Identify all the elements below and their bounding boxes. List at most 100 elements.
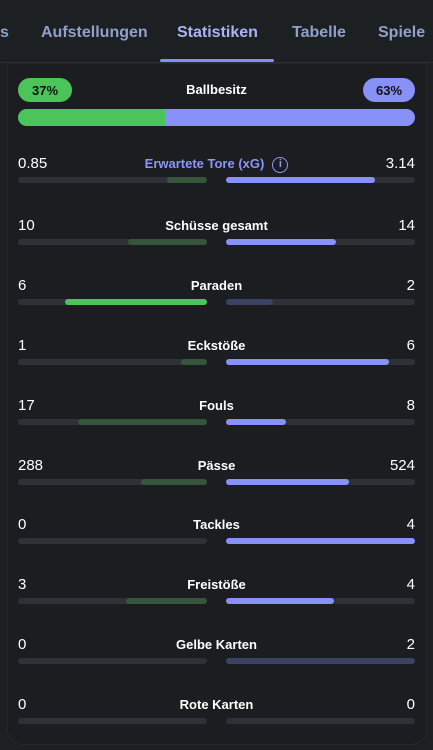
stat-label: Paraden [0, 278, 433, 293]
stat-label-text: Pässe [197, 458, 236, 473]
stat-label[interactable]: Erwartete Tore (xG) i [0, 156, 433, 173]
stat-home-value: 0 [18, 516, 27, 533]
stat-row: 0 Rote Karten 0 [0, 696, 433, 746]
tab-tabelle[interactable]: Tabelle [292, 24, 346, 41]
stat-away-track [226, 658, 415, 664]
possession-home-fill [18, 109, 165, 126]
stat-label: Pässe [0, 458, 433, 473]
stat-label: Gelbe Karten [0, 637, 433, 652]
stat-away-track [226, 419, 415, 425]
stat-home-value: 17 [18, 397, 35, 414]
tab-bar-divider [0, 62, 433, 63]
stat-home-track [18, 239, 207, 245]
tab-spiele[interactable]: Spiele [378, 24, 426, 41]
stat-away-value: 2 [406, 636, 415, 653]
stat-label-text: Fouls [199, 398, 234, 413]
stat-label-text: Rote Karten [179, 697, 254, 712]
stat-row: 10 Schüsse gesamt 14 [0, 217, 433, 267]
stat-home-track [18, 658, 207, 664]
tab-aufstellungen[interactable]: Aufstellungen [41, 24, 148, 41]
stat-home-track [18, 598, 207, 604]
possession-bar [18, 109, 415, 126]
stat-home-fill [65, 299, 207, 305]
stat-home-fill [180, 359, 207, 365]
stat-row: 1 Eckstöße 6 [0, 337, 433, 387]
stat-label-text: Freistöße [187, 577, 246, 592]
tab-prev-partial[interactable]: s [0, 24, 9, 41]
stat-away-track [226, 718, 415, 724]
stat-home-track [18, 479, 207, 485]
stat-home-value: 288 [18, 457, 44, 474]
stat-label-text: Tackles [193, 517, 240, 532]
stat-home-track [18, 299, 207, 305]
stat-away-track [226, 598, 415, 604]
stat-label: Rote Karten [0, 697, 433, 712]
stat-home-fill [78, 419, 207, 425]
stat-away-value: 6 [406, 337, 415, 354]
stat-away-fill [226, 658, 415, 664]
stat-home-track [18, 538, 207, 544]
stat-label-text: Erwartete Tore (xG) [144, 156, 265, 171]
possession-away-fill [164, 109, 415, 126]
stat-home-fill [167, 177, 207, 183]
stat-away-value: 524 [389, 457, 415, 474]
active-tab-indicator [160, 59, 274, 62]
stat-away-value: 2 [406, 277, 415, 294]
stat-row: 288 Pässe 524 [0, 457, 433, 507]
possession-home-badge: 37% [18, 78, 72, 102]
stat-away-track [226, 359, 415, 365]
stat-home-fill [140, 479, 207, 485]
stat-row: 0.85 Erwartete Tore (xG) i 3.14 [0, 155, 433, 205]
stat-away-track [226, 479, 415, 485]
stat-home-value: 10 [18, 217, 35, 234]
stat-away-track [226, 299, 415, 305]
stat-row: 17 Fouls 8 [0, 397, 433, 447]
stat-home-fill [127, 239, 207, 245]
stat-home-value: 1 [18, 337, 27, 354]
stat-away-fill [226, 177, 376, 183]
stat-away-value: 4 [406, 576, 415, 593]
stat-home-value: 0.85 [18, 155, 48, 172]
stat-home-value: 0 [18, 696, 27, 713]
stat-home-track [18, 177, 207, 183]
stat-label: Schüsse gesamt [0, 218, 433, 233]
possession-label: Ballbesitz [186, 82, 247, 97]
stat-row: 3 Freistöße 4 [0, 576, 433, 626]
stat-away-fill [226, 419, 287, 425]
stat-home-value: 6 [18, 277, 27, 294]
stat-away-fill [226, 479, 349, 485]
stat-row: 0 Gelbe Karten 2 [0, 636, 433, 686]
stat-away-value: 0 [406, 696, 415, 713]
tab-bar: s Aufstellungen Statistiken Tabelle Spie… [0, 0, 433, 64]
stat-away-value: 14 [398, 217, 415, 234]
stat-label: Freistöße [0, 577, 433, 592]
stat-away-fill [226, 359, 389, 365]
stat-home-fill [125, 598, 207, 604]
stat-away-track [226, 538, 415, 544]
stat-away-value: 3.14 [385, 155, 415, 172]
stat-away-value: 8 [406, 397, 415, 414]
stat-away-fill [226, 299, 274, 305]
stat-label-text: Eckstöße [187, 338, 246, 353]
info-icon[interactable]: i [272, 156, 289, 173]
stat-home-value: 3 [18, 576, 27, 593]
stat-label: Eckstöße [0, 338, 433, 353]
stat-away-track [226, 177, 415, 183]
stat-away-track [226, 239, 415, 245]
stat-home-track [18, 359, 207, 365]
possession-away-badge: 63% [363, 78, 415, 102]
stat-home-track [18, 419, 207, 425]
stat-row: 6 Paraden 2 [0, 277, 433, 327]
stat-home-value: 0 [18, 636, 27, 653]
stat-label-text: Schüsse gesamt [165, 218, 268, 233]
stat-away-fill [226, 538, 415, 544]
stat-home-track [18, 718, 207, 724]
stat-label-text: Paraden [190, 278, 243, 293]
stat-away-fill [226, 598, 334, 604]
stat-away-fill [226, 239, 336, 245]
stat-row: 0 Tackles 4 [0, 516, 433, 566]
stat-away-value: 4 [406, 516, 415, 533]
stat-label-text: Gelbe Karten [176, 637, 257, 652]
stat-label: Fouls [0, 398, 433, 413]
tab-statistiken[interactable]: Statistiken [177, 24, 258, 41]
